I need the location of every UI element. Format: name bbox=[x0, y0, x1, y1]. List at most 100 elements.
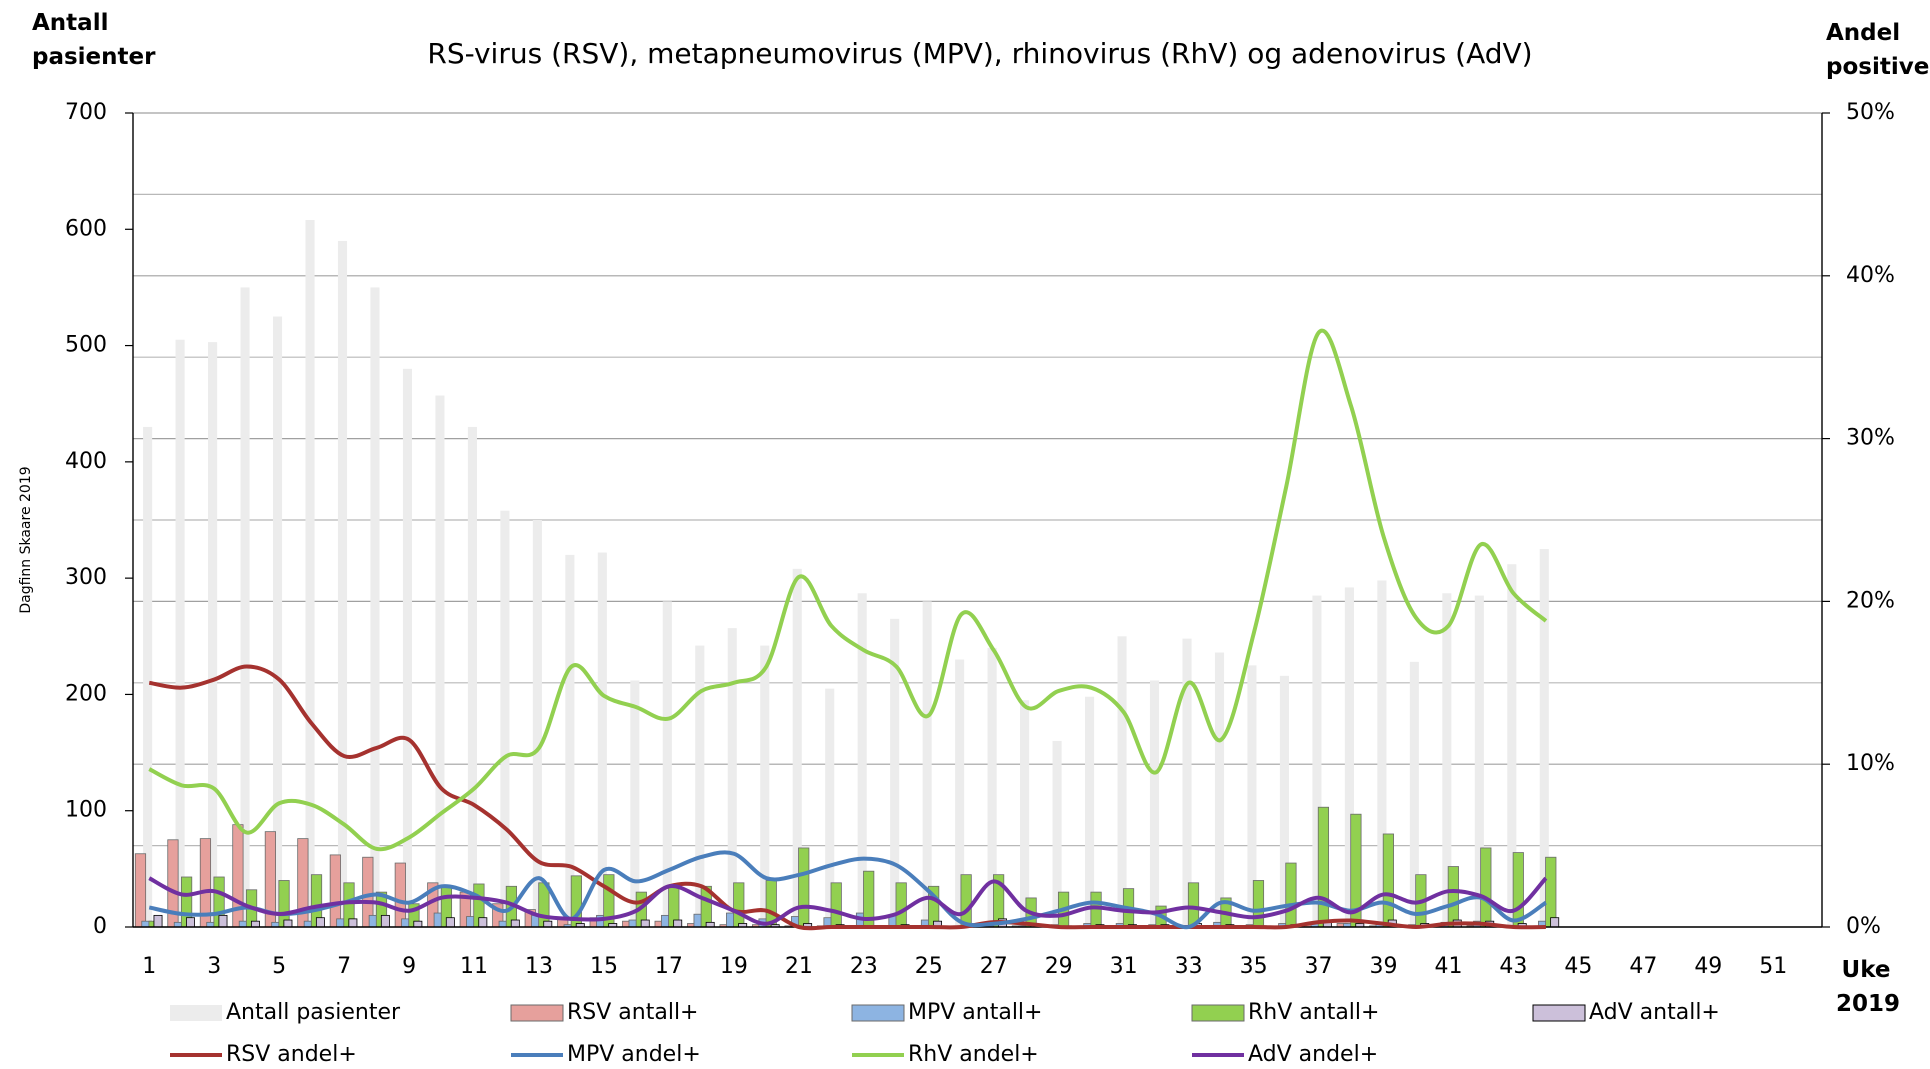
y2-tick-label: 50% bbox=[1846, 100, 1895, 125]
legend-label: MPV andel+ bbox=[567, 1042, 701, 1067]
bar bbox=[960, 874, 972, 928]
bar bbox=[825, 688, 835, 927]
legend-label: RSV andel+ bbox=[226, 1042, 357, 1067]
bar bbox=[186, 917, 195, 928]
bar bbox=[1214, 652, 1225, 927]
bar bbox=[895, 882, 907, 928]
bar bbox=[467, 426, 477, 927]
bar bbox=[1442, 593, 1452, 927]
x-tick-label: 33 bbox=[1175, 954, 1203, 979]
x-tick-label: 5 bbox=[272, 954, 286, 979]
bar bbox=[510, 919, 520, 928]
legend-label: AdV antall+ bbox=[1589, 1000, 1720, 1025]
x-tick-label: 47 bbox=[1629, 954, 1657, 979]
bar bbox=[1409, 661, 1419, 927]
legend-label: AdV andel+ bbox=[1248, 1042, 1378, 1067]
x-tick-label: 3 bbox=[207, 954, 221, 979]
bar bbox=[218, 914, 228, 928]
bar bbox=[329, 854, 341, 928]
y-tick-label: 200 bbox=[65, 681, 107, 706]
bar bbox=[1149, 680, 1160, 927]
bar bbox=[987, 647, 997, 927]
bar bbox=[792, 568, 802, 927]
bar bbox=[153, 914, 163, 928]
legend-swatch bbox=[170, 1005, 222, 1021]
bar bbox=[1507, 564, 1517, 927]
bar bbox=[543, 920, 553, 928]
bar bbox=[272, 316, 283, 927]
bar bbox=[955, 659, 965, 927]
y-tick-label: 0 bbox=[93, 914, 107, 939]
bar bbox=[1377, 580, 1387, 927]
x-tick-label: 43 bbox=[1499, 954, 1527, 979]
x-tick-label: 35 bbox=[1240, 954, 1268, 979]
x-axis-label: Uke 2019 bbox=[1836, 957, 1901, 1017]
bar bbox=[478, 917, 488, 928]
legend-label: Antall pasienter bbox=[226, 1000, 401, 1025]
bar bbox=[1512, 852, 1524, 928]
x-tick-label: 41 bbox=[1434, 954, 1462, 979]
x-tick-label: 7 bbox=[337, 954, 351, 979]
legend-label: RhV andel+ bbox=[908, 1042, 1039, 1067]
line-series bbox=[148, 328, 1548, 852]
x-tick-label: 45 bbox=[1564, 954, 1592, 979]
bar bbox=[380, 914, 390, 928]
bar bbox=[1545, 856, 1557, 928]
chart-title: RS-virus (RSV), metapneumovirus (MPV), r… bbox=[427, 37, 1532, 70]
bar bbox=[1317, 806, 1330, 928]
bar bbox=[413, 920, 423, 928]
bar bbox=[1285, 862, 1297, 928]
bar bbox=[348, 918, 358, 928]
bar bbox=[1279, 675, 1289, 927]
bar bbox=[922, 601, 932, 927]
bar bbox=[208, 342, 218, 927]
bar bbox=[760, 645, 770, 927]
bar bbox=[402, 368, 413, 927]
y2-axis-label: Andel positive bbox=[1826, 20, 1930, 80]
bar bbox=[673, 919, 683, 928]
y2-tick-label: 30% bbox=[1846, 426, 1895, 451]
x-tick-label: 15 bbox=[590, 954, 618, 979]
bar bbox=[232, 824, 244, 928]
bar bbox=[565, 554, 575, 927]
x-tick-label: 13 bbox=[525, 954, 553, 979]
bar bbox=[1474, 595, 1484, 927]
y-tick-label: 500 bbox=[65, 333, 107, 358]
x-tick-label: 25 bbox=[915, 954, 943, 979]
y2-tick-label: 10% bbox=[1846, 751, 1895, 776]
bar bbox=[1550, 917, 1560, 928]
bar bbox=[500, 510, 510, 927]
bar bbox=[435, 395, 445, 927]
bar bbox=[1344, 587, 1354, 927]
x-tick-label: 1 bbox=[142, 954, 156, 979]
x-tick-label: 51 bbox=[1759, 954, 1787, 979]
bar bbox=[370, 287, 380, 927]
bar bbox=[134, 853, 147, 928]
bar bbox=[640, 919, 650, 928]
x-tick-label: 27 bbox=[980, 954, 1008, 979]
y2-tick-label: 40% bbox=[1846, 263, 1895, 288]
bar bbox=[283, 919, 293, 928]
bar bbox=[597, 552, 607, 927]
bar bbox=[337, 240, 348, 927]
bar bbox=[1182, 638, 1192, 927]
bar bbox=[305, 219, 315, 928]
line-series bbox=[148, 876, 1548, 926]
bar bbox=[798, 847, 810, 928]
y-tick-label: 400 bbox=[65, 449, 107, 474]
x-tick-label: 21 bbox=[785, 954, 813, 979]
legend-label: RhV antall+ bbox=[1248, 1000, 1379, 1025]
y-tick-label: 600 bbox=[65, 216, 107, 241]
y-tick-label: 700 bbox=[65, 100, 107, 125]
bar bbox=[1052, 740, 1062, 927]
bar bbox=[1247, 665, 1257, 927]
x-tick-label: 39 bbox=[1370, 954, 1398, 979]
x-tick-label: 9 bbox=[402, 954, 416, 979]
y-tick-label: 100 bbox=[65, 798, 107, 823]
legend-swatch bbox=[1532, 1004, 1586, 1022]
y2-tick-label: 20% bbox=[1846, 588, 1895, 613]
bar bbox=[175, 339, 185, 927]
bar bbox=[857, 593, 867, 927]
